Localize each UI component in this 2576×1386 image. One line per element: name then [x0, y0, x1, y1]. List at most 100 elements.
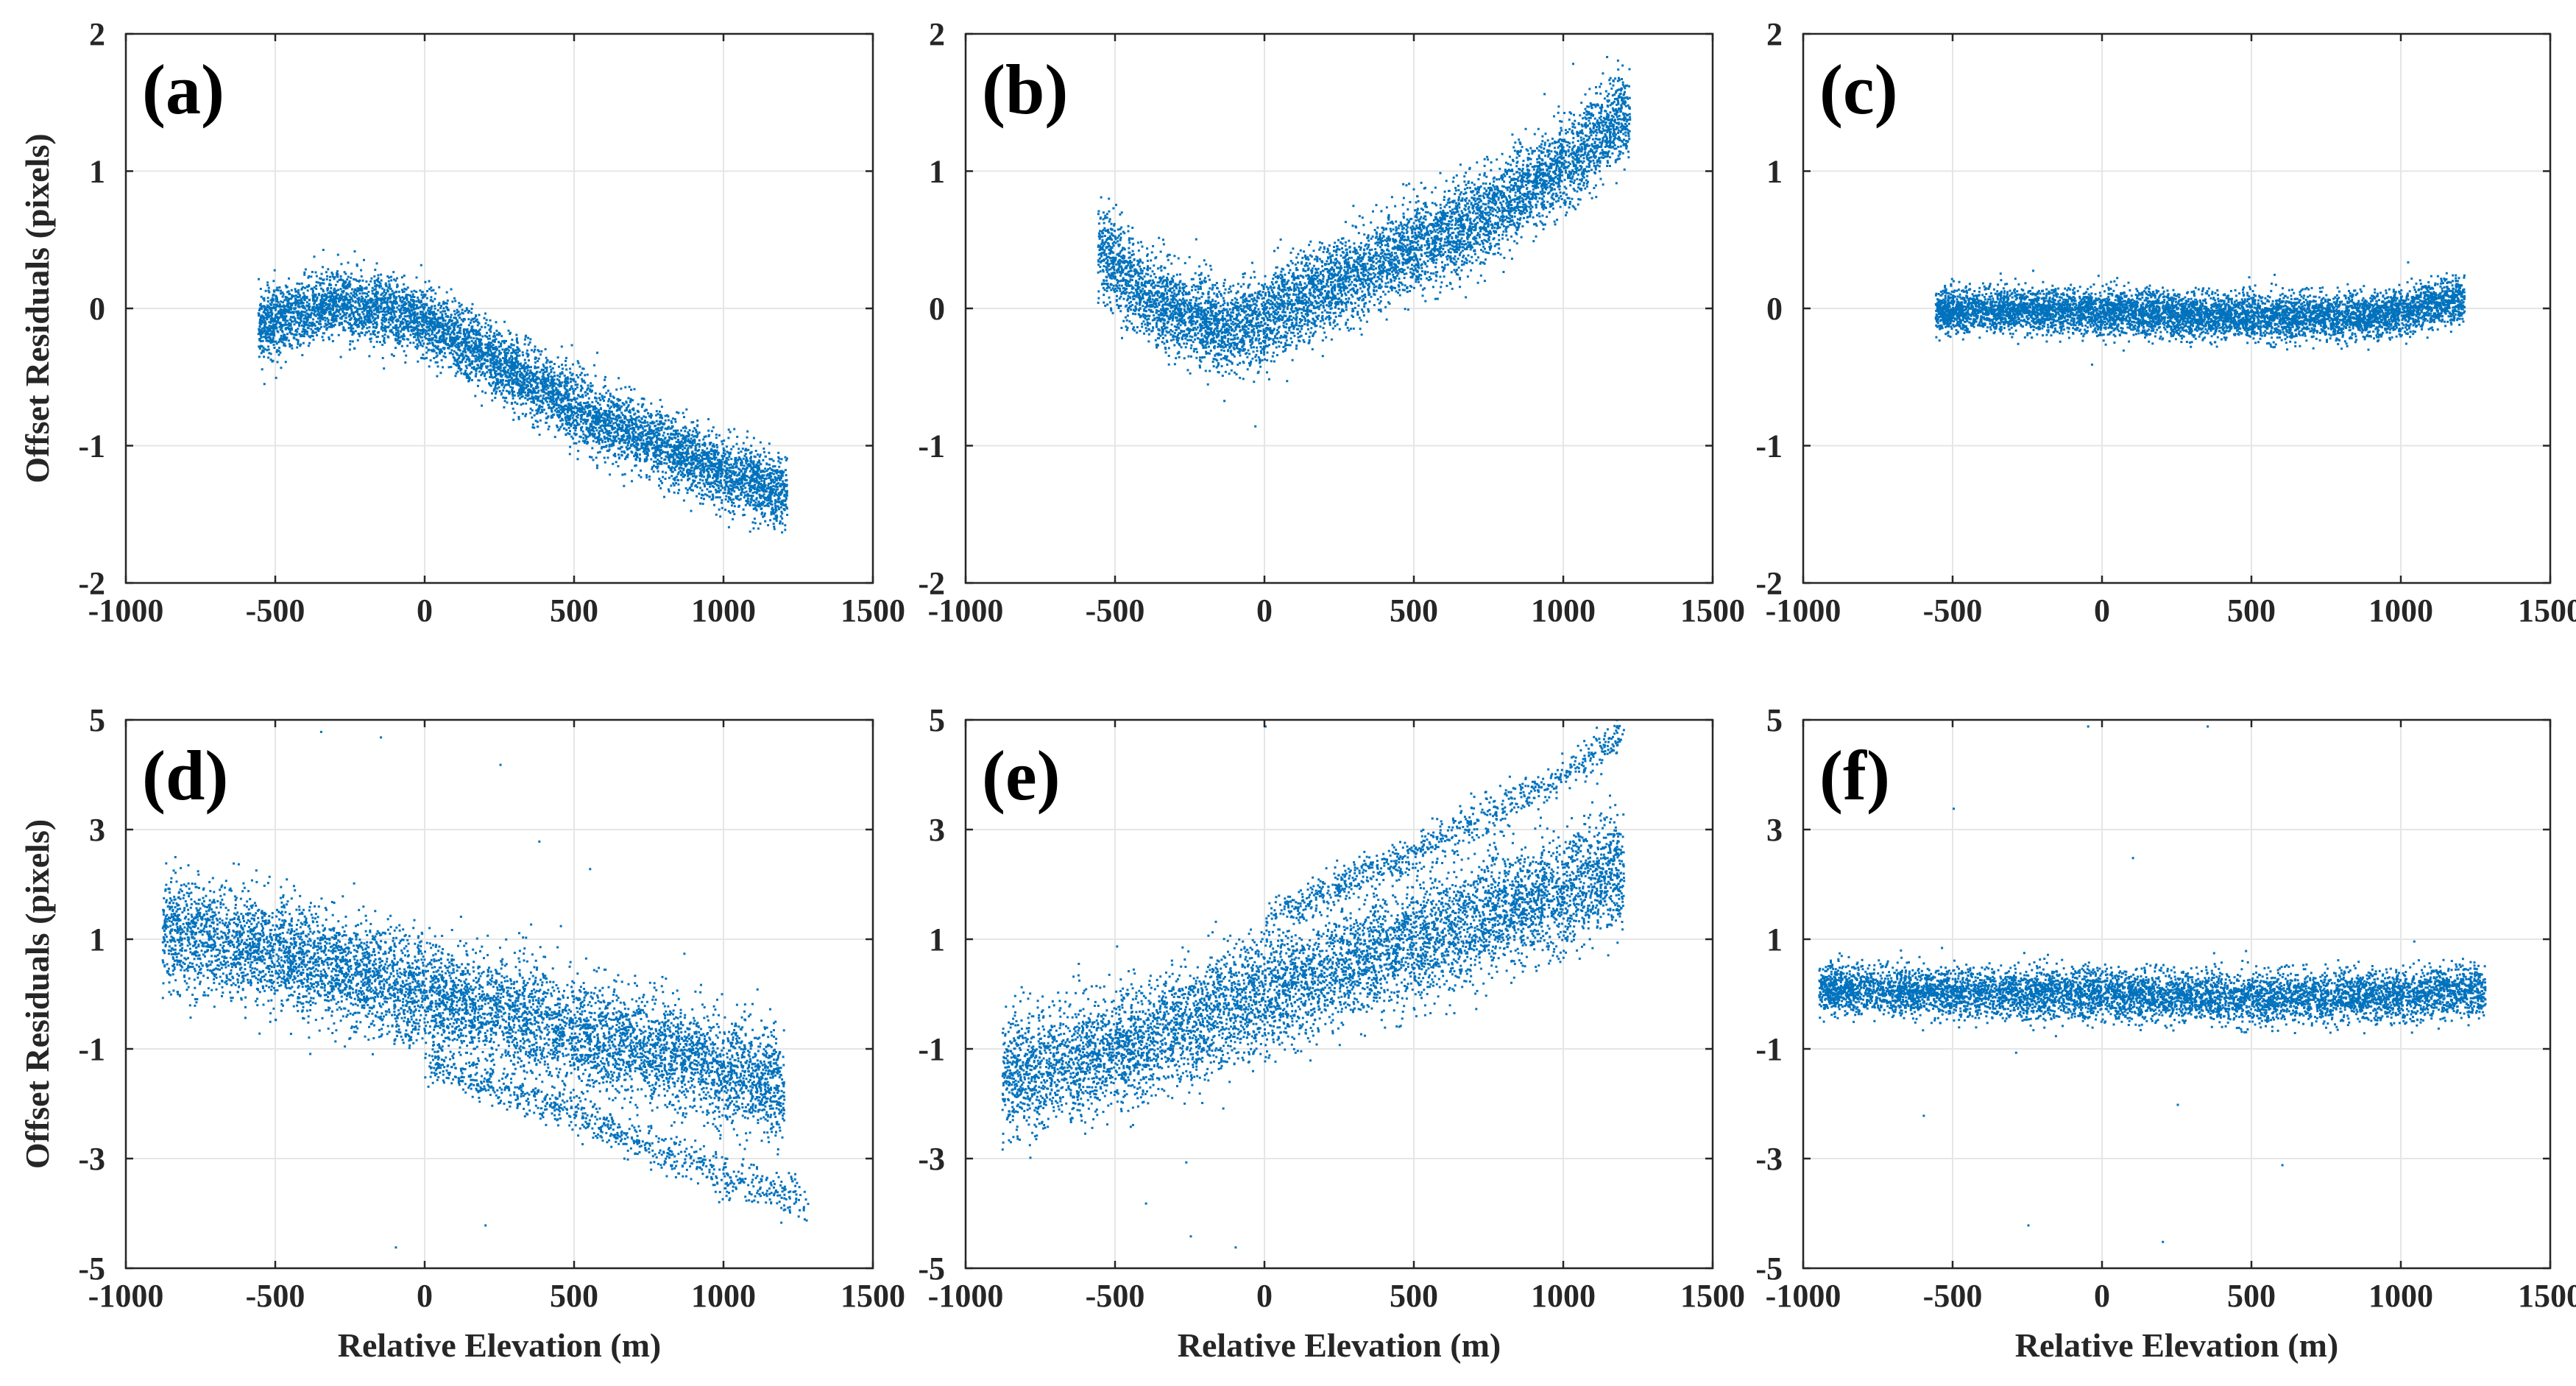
x-tick-label: 1500	[841, 1278, 905, 1314]
point-cloud	[257, 249, 789, 534]
y-tick-label: -2	[78, 565, 105, 601]
x-tick-label: -500	[1086, 1278, 1145, 1314]
y-tick-label: -1	[78, 428, 105, 464]
x-tick-label: 1000	[1531, 1278, 1596, 1314]
axes-box	[124, 718, 874, 1270]
x-tick-label: 1000	[2368, 1278, 2433, 1314]
y-tick-label: -2	[1755, 565, 1783, 601]
x-tick-label: 0	[2094, 593, 2110, 629]
y-tick-label: 3	[1766, 812, 1783, 848]
x-tick-label: 1000	[691, 1278, 756, 1314]
y-tick-label: -5	[78, 1251, 105, 1287]
x-tick-label: -500	[246, 1278, 305, 1314]
y-tick-label: 1	[929, 922, 945, 958]
y-tick-label: 5	[89, 702, 105, 738]
scatter-points	[1934, 261, 2466, 366]
panel-label: (c)	[1819, 50, 1898, 129]
y-tick-label: 0	[929, 291, 945, 327]
y-tick-label: 1	[89, 154, 105, 190]
panel-label: (e)	[982, 736, 1061, 815]
scatter-panel-b: -1000 -500 0 500 1000 1500 -2 -1 0 1 2 (b)	[918, 16, 1745, 629]
y-tick-label: -5	[1755, 1251, 1783, 1287]
point-cloud	[425, 1044, 810, 1224]
y-tick-label: 5	[1766, 702, 1783, 738]
x-tick-label: 1500	[2518, 1278, 2576, 1314]
x-tick-label: -1000	[928, 1278, 1004, 1314]
scatter-panel-e: -1000 -500 0 500 1000 1500 -5 -3 -1 1 3 5 (e) Relativ…	[918, 702, 1745, 1364]
y-tick-label: -1	[918, 1031, 945, 1067]
x-tick-label: -1000	[1766, 1278, 1841, 1314]
x-tick-label: -1000	[88, 1278, 164, 1314]
y-tick-label: -3	[1755, 1141, 1783, 1177]
scatter-points	[1818, 725, 2487, 1243]
x-axis-label: Relative Elevation (m)	[338, 1326, 661, 1364]
y-tick-label: 2	[89, 16, 105, 52]
y-tick-label: 3	[89, 812, 105, 848]
scatter-points	[1001, 720, 1626, 1249]
x-tick-label: 500	[1390, 593, 1438, 629]
y-tick-label: 1	[1766, 922, 1783, 958]
x-tick-label: 500	[550, 593, 598, 629]
y-tick-label: -2	[918, 565, 945, 601]
x-tick-label: 0	[417, 593, 433, 629]
point-cloud	[1265, 720, 1625, 936]
scatter-panel-c: -1000 -500 0 500 1000 1500 -2 -1 0 1 2 (c)	[1755, 16, 2576, 629]
scatter-points	[1097, 56, 1632, 428]
x-tick-label: 500	[2227, 1278, 2276, 1314]
y-tick-label: -1	[918, 428, 945, 464]
panel-label: (d)	[142, 736, 228, 815]
x-tick-label: 500	[550, 1278, 598, 1314]
scatter-panel-f: -1000 -500 0 500 1000 1500 -5 -3 -1 1 3 5 (f) Relativ…	[1755, 702, 2576, 1364]
axes-box	[1802, 718, 2552, 1270]
y-axis-label: Offset Residuals (pixels)	[18, 133, 56, 483]
y-axis-label: Offset Residuals (pixels)	[18, 819, 56, 1169]
y-tick-label: 3	[929, 812, 945, 848]
point-cloud	[1818, 940, 2487, 1054]
x-axis-label: Relative Elevation (m)	[1178, 1326, 1501, 1364]
x-tick-label: 1000	[691, 593, 756, 629]
x-tick-label: 1000	[2368, 593, 2433, 629]
x-tick-label: 1500	[1680, 593, 1745, 629]
point-cloud	[161, 856, 786, 1156]
y-tick-label: 1	[89, 922, 105, 958]
y-tick-label: 1	[1766, 154, 1783, 190]
scatter-points	[161, 730, 810, 1249]
x-tick-label: -1000	[1766, 593, 1841, 629]
x-tick-label: 0	[1256, 1278, 1273, 1314]
y-tick-label: 1	[929, 154, 945, 190]
point-cloud	[1934, 261, 2466, 366]
x-tick-label: 1000	[1531, 593, 1596, 629]
scatter-points	[257, 249, 789, 534]
y-tick-label: 0	[1766, 291, 1783, 327]
x-tick-label: 500	[1390, 1278, 1438, 1314]
x-tick-label: 0	[1256, 593, 1273, 629]
x-tick-label: 1500	[1680, 1278, 1745, 1314]
x-tick-label: -1000	[928, 593, 1004, 629]
panel-label: (f)	[1819, 736, 1890, 815]
y-tick-label: -1	[78, 1031, 105, 1067]
y-tick-label: -3	[918, 1141, 945, 1177]
point-cloud	[1001, 768, 1626, 1164]
point-cloud	[1097, 56, 1632, 428]
axes-box	[964, 718, 1714, 1270]
panel-label: (b)	[982, 50, 1068, 129]
x-tick-label: -500	[1923, 1278, 1983, 1314]
y-tick-label: 2	[1766, 16, 1783, 52]
x-tick-label: 1500	[841, 593, 905, 629]
x-tick-label: -1000	[88, 593, 164, 629]
scatter-panel-a: -1000 -500 0 500 1000 1500 -2 -1 0 1 2 (a) Offset Re…	[18, 16, 905, 629]
scatter-panel-d: -1000 -500 0 500 1000 1500 -5 -3 -1 1 3 5 (d) Offset …	[18, 702, 905, 1364]
y-tick-label: -1	[1755, 1031, 1783, 1067]
y-tick-label: 2	[929, 16, 945, 52]
x-tick-label: 0	[2094, 1278, 2110, 1314]
x-tick-label: -500	[246, 593, 305, 629]
x-axis-label: Relative Elevation (m)	[2015, 1326, 2338, 1364]
x-tick-label: 500	[2227, 593, 2276, 629]
x-tick-label: -500	[1923, 593, 1983, 629]
x-tick-label: -500	[1086, 593, 1145, 629]
y-tick-label: -3	[78, 1141, 105, 1177]
panel-label: (a)	[142, 50, 224, 129]
x-tick-label: 0	[417, 1278, 433, 1314]
outlier-points	[319, 730, 592, 1249]
